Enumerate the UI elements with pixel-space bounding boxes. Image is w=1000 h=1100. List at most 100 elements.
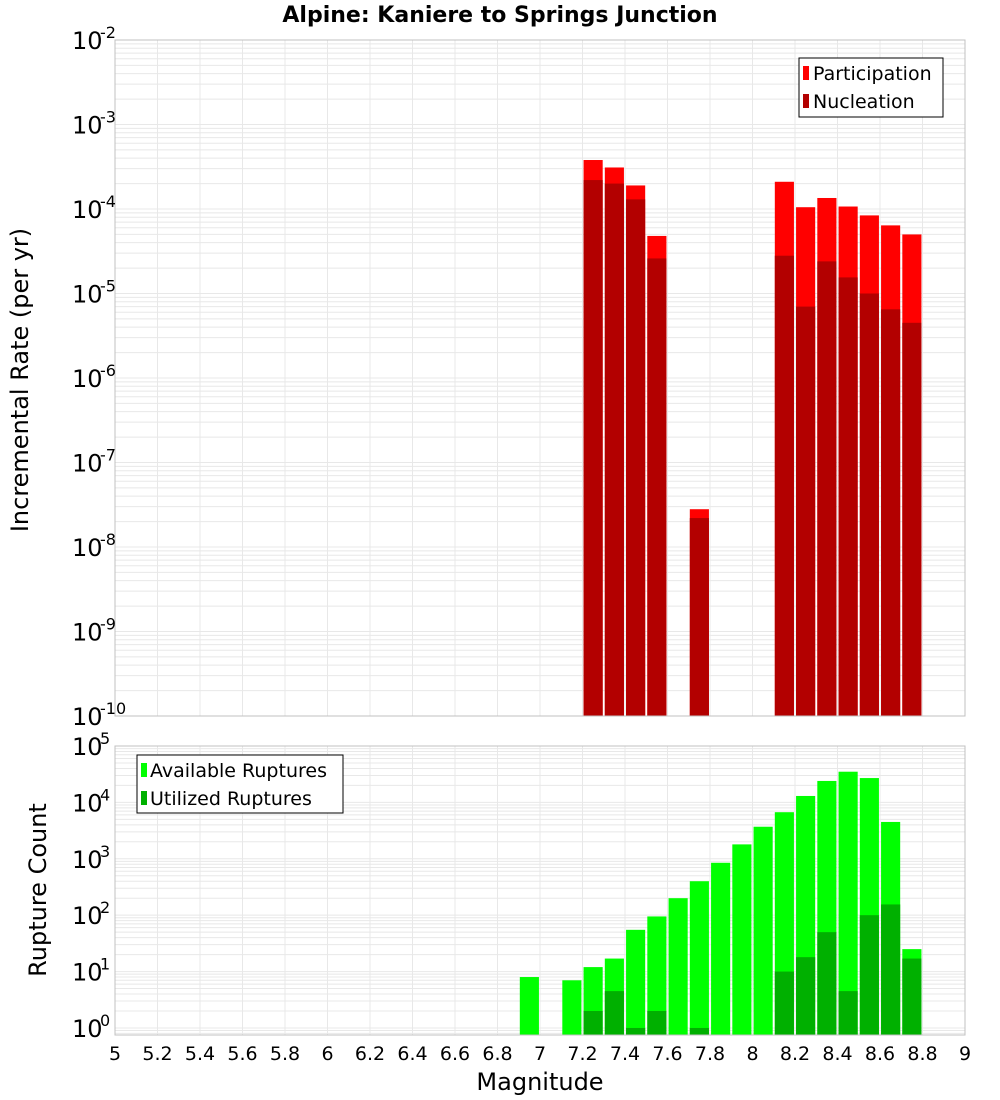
legend-label-participation: Participation xyxy=(813,63,932,85)
bottom-legend: Available Ruptures Utilized Ruptures xyxy=(136,754,344,814)
x-tick-label: 7 xyxy=(534,1043,546,1065)
bottom-bar-utilized-ruptures xyxy=(859,915,879,1035)
top-y-tick-exponent: -8 xyxy=(100,530,116,549)
bottom-y-axis-title: Rupture Count xyxy=(24,803,52,977)
legend-swatch-available xyxy=(141,763,147,777)
bottom-bar-available-ruptures xyxy=(668,898,688,1035)
bottom-bar-available-ruptures xyxy=(838,771,858,1035)
x-tick-label: 8 xyxy=(746,1043,758,1065)
top-bar-nucleation xyxy=(796,306,816,716)
top-y-tick-exponent: -5 xyxy=(100,277,116,296)
top-y-tick-exponent: -7 xyxy=(100,446,116,465)
bottom-bar-available-ruptures xyxy=(732,844,752,1035)
bottom-bar-utilized-ruptures xyxy=(838,991,858,1035)
bottom-bar-available-ruptures xyxy=(519,977,539,1035)
top-y-tick-label: 10 xyxy=(72,281,103,309)
top-bar-nucleation xyxy=(774,255,794,716)
x-tick-label: 7.8 xyxy=(695,1043,725,1065)
bottom-bar-available-ruptures xyxy=(626,929,646,1035)
bottom-y-tick-label: 10 xyxy=(72,789,103,817)
top-bar-nucleation xyxy=(626,199,646,717)
top-legend-box xyxy=(798,57,944,118)
top-bar-nucleation xyxy=(583,180,603,716)
top-y-tick-exponent: -4 xyxy=(100,192,116,211)
bottom-bar-available-ruptures xyxy=(711,862,731,1035)
bottom-y-tick-label: 10 xyxy=(72,959,103,987)
bottom-y-tick-exponent: 2 xyxy=(100,898,110,917)
top-bar-nucleation xyxy=(881,309,901,716)
x-tick-label: 7.4 xyxy=(610,1043,640,1065)
top-bar-nucleation xyxy=(817,261,837,716)
top-y-tick-label: 10 xyxy=(72,27,103,55)
bottom-bar-utilized-ruptures xyxy=(902,958,922,1035)
top-bar-nucleation xyxy=(859,293,879,716)
bottom-bar-available-ruptures xyxy=(753,826,773,1035)
x-tick-label: 5 xyxy=(109,1043,121,1065)
top-bar-nucleation xyxy=(647,258,667,716)
chart-title: Alpine: Kaniere to Springs Junction xyxy=(282,3,717,28)
bottom-bar-utilized-ruptures xyxy=(689,1027,709,1035)
top-y-tick-exponent: -10 xyxy=(100,699,126,718)
x-tick-label: 7.2 xyxy=(567,1043,597,1065)
bottom-plot-frame xyxy=(114,745,966,1036)
top-legend: Participation Nucleation xyxy=(798,57,944,118)
bottom-y-tick-exponent: 0 xyxy=(100,1011,110,1030)
top-bar-nucleation xyxy=(689,518,709,716)
bottom-y-tick-exponent: 3 xyxy=(100,842,110,861)
top-y-tick-exponent: -2 xyxy=(100,23,116,42)
bottom-bar-utilized-ruptures xyxy=(604,991,624,1035)
bottom-bar-utilized-ruptures xyxy=(626,1027,646,1035)
top-y-tick-label: 10 xyxy=(72,112,103,140)
top-y-tick-label: 10 xyxy=(72,534,103,562)
bottom-y-tick-exponent: 1 xyxy=(100,955,110,974)
bottom-y-tick-exponent: 4 xyxy=(100,785,110,804)
bottom-bar-utilized-ruptures xyxy=(647,1010,667,1035)
x-tick-label: 5.2 xyxy=(142,1043,172,1065)
x-tick-label: 8.4 xyxy=(822,1043,852,1065)
legend-label-utilized: Utilized Ruptures xyxy=(150,788,312,810)
top-bar-nucleation xyxy=(902,322,922,716)
x-tick-label: 6.2 xyxy=(355,1043,385,1065)
top-y-tick-label: 10 xyxy=(72,450,103,478)
legend-label-available: Available Ruptures xyxy=(150,760,327,782)
top-y-axis-title: Incremental Rate (per yr) xyxy=(6,228,34,532)
x-tick-label: 7.6 xyxy=(652,1043,682,1065)
bottom-y-tick-label: 10 xyxy=(72,846,103,874)
bottom-legend-box xyxy=(136,754,344,814)
legend-label-nucleation: Nucleation xyxy=(813,91,915,113)
bottom-bar-available-ruptures xyxy=(689,881,709,1035)
top-y-tick-exponent: -9 xyxy=(100,615,116,634)
legend-swatch-utilized xyxy=(141,791,147,805)
top-y-tick-exponent: -6 xyxy=(100,361,116,380)
bottom-y-tick-label: 10 xyxy=(72,733,103,761)
x-axis-title: Magnitude xyxy=(476,1068,603,1096)
x-tick-label: 6.8 xyxy=(482,1043,512,1065)
x-tick-label: 5.4 xyxy=(185,1043,215,1065)
x-tick-label: 6.4 xyxy=(397,1043,427,1065)
top-y-tick-label: 10 xyxy=(72,703,103,731)
x-tick-label: 5.8 xyxy=(270,1043,300,1065)
bottom-y-tick-exponent: 5 xyxy=(100,729,110,748)
top-plot-frame xyxy=(114,39,966,717)
legend-swatch-participation xyxy=(803,66,809,80)
x-tick-label: 8.2 xyxy=(780,1043,810,1065)
bottom-bar-utilized-ruptures xyxy=(583,1010,603,1035)
x-tick-label: 6 xyxy=(321,1043,333,1065)
bottom-bar-available-ruptures xyxy=(562,980,582,1035)
bottom-bar-utilized-ruptures xyxy=(796,957,816,1035)
top-bar-nucleation xyxy=(838,277,858,716)
legend-swatch-nucleation xyxy=(803,94,809,108)
top-y-tick-label: 10 xyxy=(72,619,103,647)
x-tick-label: 8.6 xyxy=(865,1043,895,1065)
x-tick-label: 6.6 xyxy=(440,1043,470,1065)
top-y-tick-label: 10 xyxy=(72,365,103,393)
bottom-bar-utilized-ruptures xyxy=(817,932,837,1035)
bottom-bar-utilized-ruptures xyxy=(774,971,794,1035)
top-y-tick-label: 10 xyxy=(72,196,103,224)
x-tick-label: 9 xyxy=(959,1043,971,1065)
bottom-y-tick-label: 10 xyxy=(72,902,103,930)
bottom-y-tick-label: 10 xyxy=(72,1015,103,1043)
top-y-tick-exponent: -3 xyxy=(100,108,116,127)
